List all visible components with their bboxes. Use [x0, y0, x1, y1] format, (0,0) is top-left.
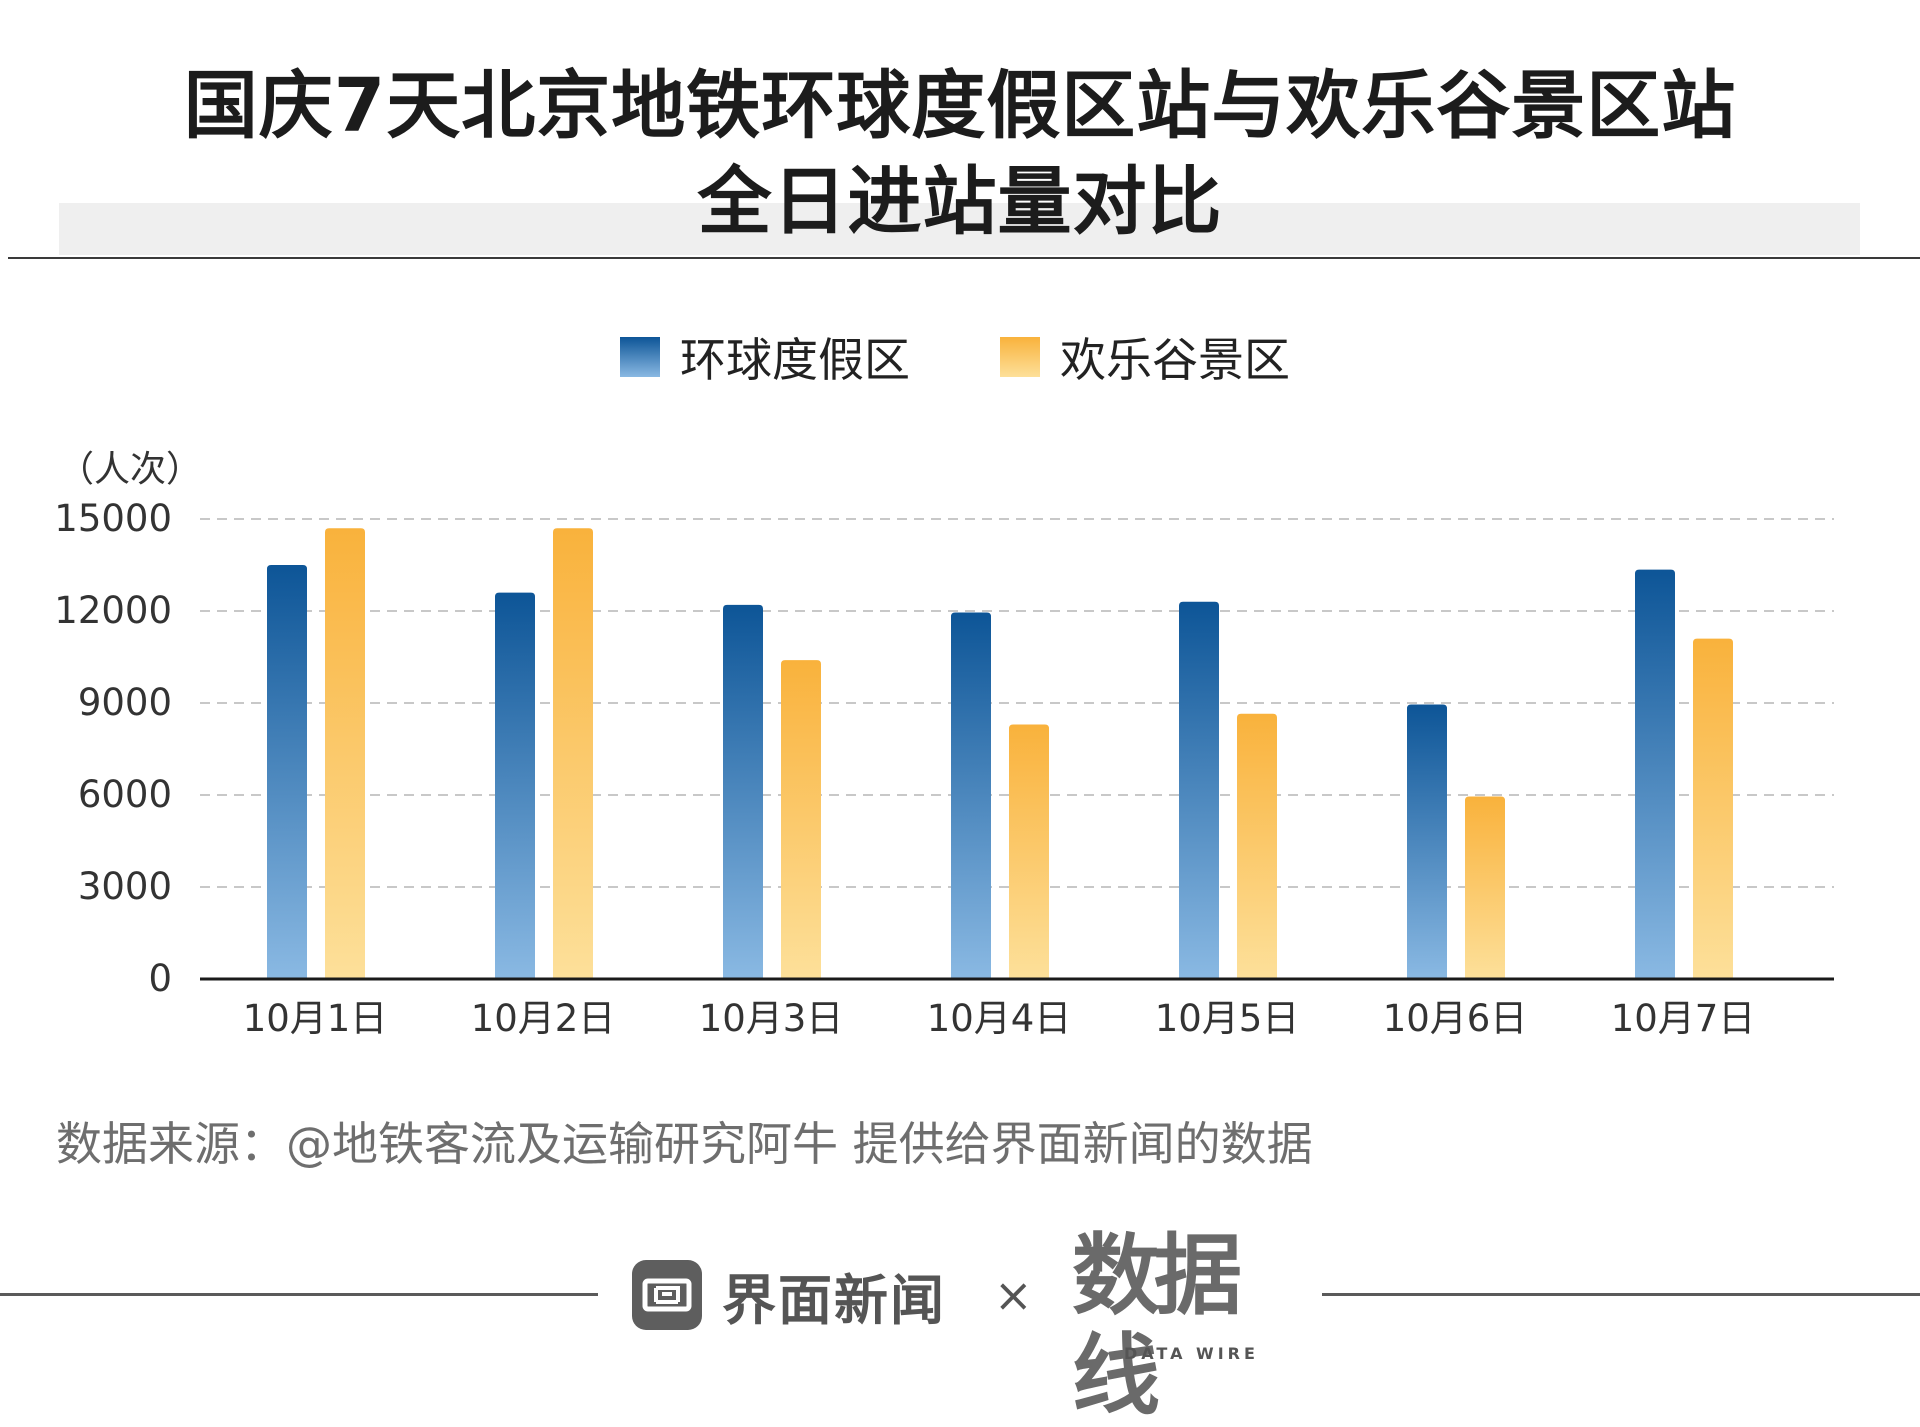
brand-name: 界面新闻	[722, 1268, 946, 1332]
bar-happyvalley	[1009, 724, 1049, 979]
bar-happyvalley	[781, 660, 821, 979]
y-tick-label: 9000	[78, 681, 172, 724]
bar-universal	[1635, 569, 1675, 979]
chart-title-line2: 全日进站量对比	[697, 159, 1223, 245]
title-band	[59, 203, 1860, 255]
legend-label-happyvalley: 欢乐谷景区	[1060, 333, 1290, 387]
datawire-logo: 数据线 DATA WIRE	[1072, 1226, 1292, 1426]
footer-rule-left	[0, 1293, 598, 1296]
legend-swatch-universal	[620, 337, 660, 377]
data-source-note: 数据来源：@地铁客流及运输研究阿牛 提供给界面新闻的数据	[56, 1117, 1313, 1171]
bar-universal	[267, 565, 307, 979]
y-tick-label: 3000	[78, 865, 172, 908]
legend-item-happyvalley: 欢乐谷景区	[1000, 322, 1290, 392]
legend-swatch-happyvalley	[1000, 337, 1040, 377]
y-tick-label: 0	[148, 957, 172, 1000]
x-tick-label: 10月1日	[243, 997, 388, 1040]
datawire-logo-subtext: DATA WIRE	[1124, 1344, 1259, 1363]
bar-happyvalley	[553, 528, 593, 979]
bar-chart: 0 3000 6000 9000 12000 15000 10月1日 10月2日 10月3日 10…	[54, 497, 1834, 1040]
x-tick-label: 10月6日	[1383, 997, 1528, 1040]
bar-happyvalley	[1237, 713, 1277, 979]
y-axis-unit: （人次）	[58, 449, 203, 490]
x-tick-label: 10月3日	[699, 997, 844, 1040]
bars	[267, 528, 1733, 979]
y-tick-label: 12000	[54, 589, 172, 632]
legend-label-universal: 环球度假区	[680, 333, 910, 387]
bar-universal	[495, 592, 535, 979]
y-tick-label: 15000	[54, 497, 172, 540]
footer-rule-right	[1322, 1293, 1920, 1296]
datawire-logo-text: 数据线	[1072, 1224, 1242, 1427]
brand-cross: ×	[994, 1268, 1033, 1322]
bar-universal	[1179, 601, 1219, 979]
axes: 0 3000 6000 9000 12000 15000 10月1日 10月2日 10月3日 10…	[54, 497, 1834, 1040]
brand-jiemian: 界面新闻	[632, 1260, 946, 1332]
x-tick-label: 10月4日	[927, 997, 1072, 1040]
title-divider	[8, 257, 1920, 259]
jiemian-logo-icon	[632, 1260, 702, 1330]
bar-happyvalley	[1693, 638, 1733, 979]
x-tick-label: 10月5日	[1155, 997, 1300, 1040]
legend: 环球度假区 欢乐谷景区	[0, 322, 1920, 392]
y-tick-label: 6000	[78, 773, 172, 816]
bar-universal	[951, 612, 991, 979]
x-tick-label: 10月7日	[1611, 997, 1756, 1040]
chart-title-line1: 国庆7天北京地铁环球度假区站与欢乐谷景区站	[183, 63, 1737, 149]
bar-happyvalley	[325, 528, 365, 979]
bar-happyvalley	[1465, 796, 1505, 979]
bar-universal	[723, 604, 763, 979]
bar-universal	[1407, 704, 1447, 979]
x-tick-label: 10月2日	[471, 997, 616, 1040]
legend-item-universal: 环球度假区	[620, 322, 910, 392]
